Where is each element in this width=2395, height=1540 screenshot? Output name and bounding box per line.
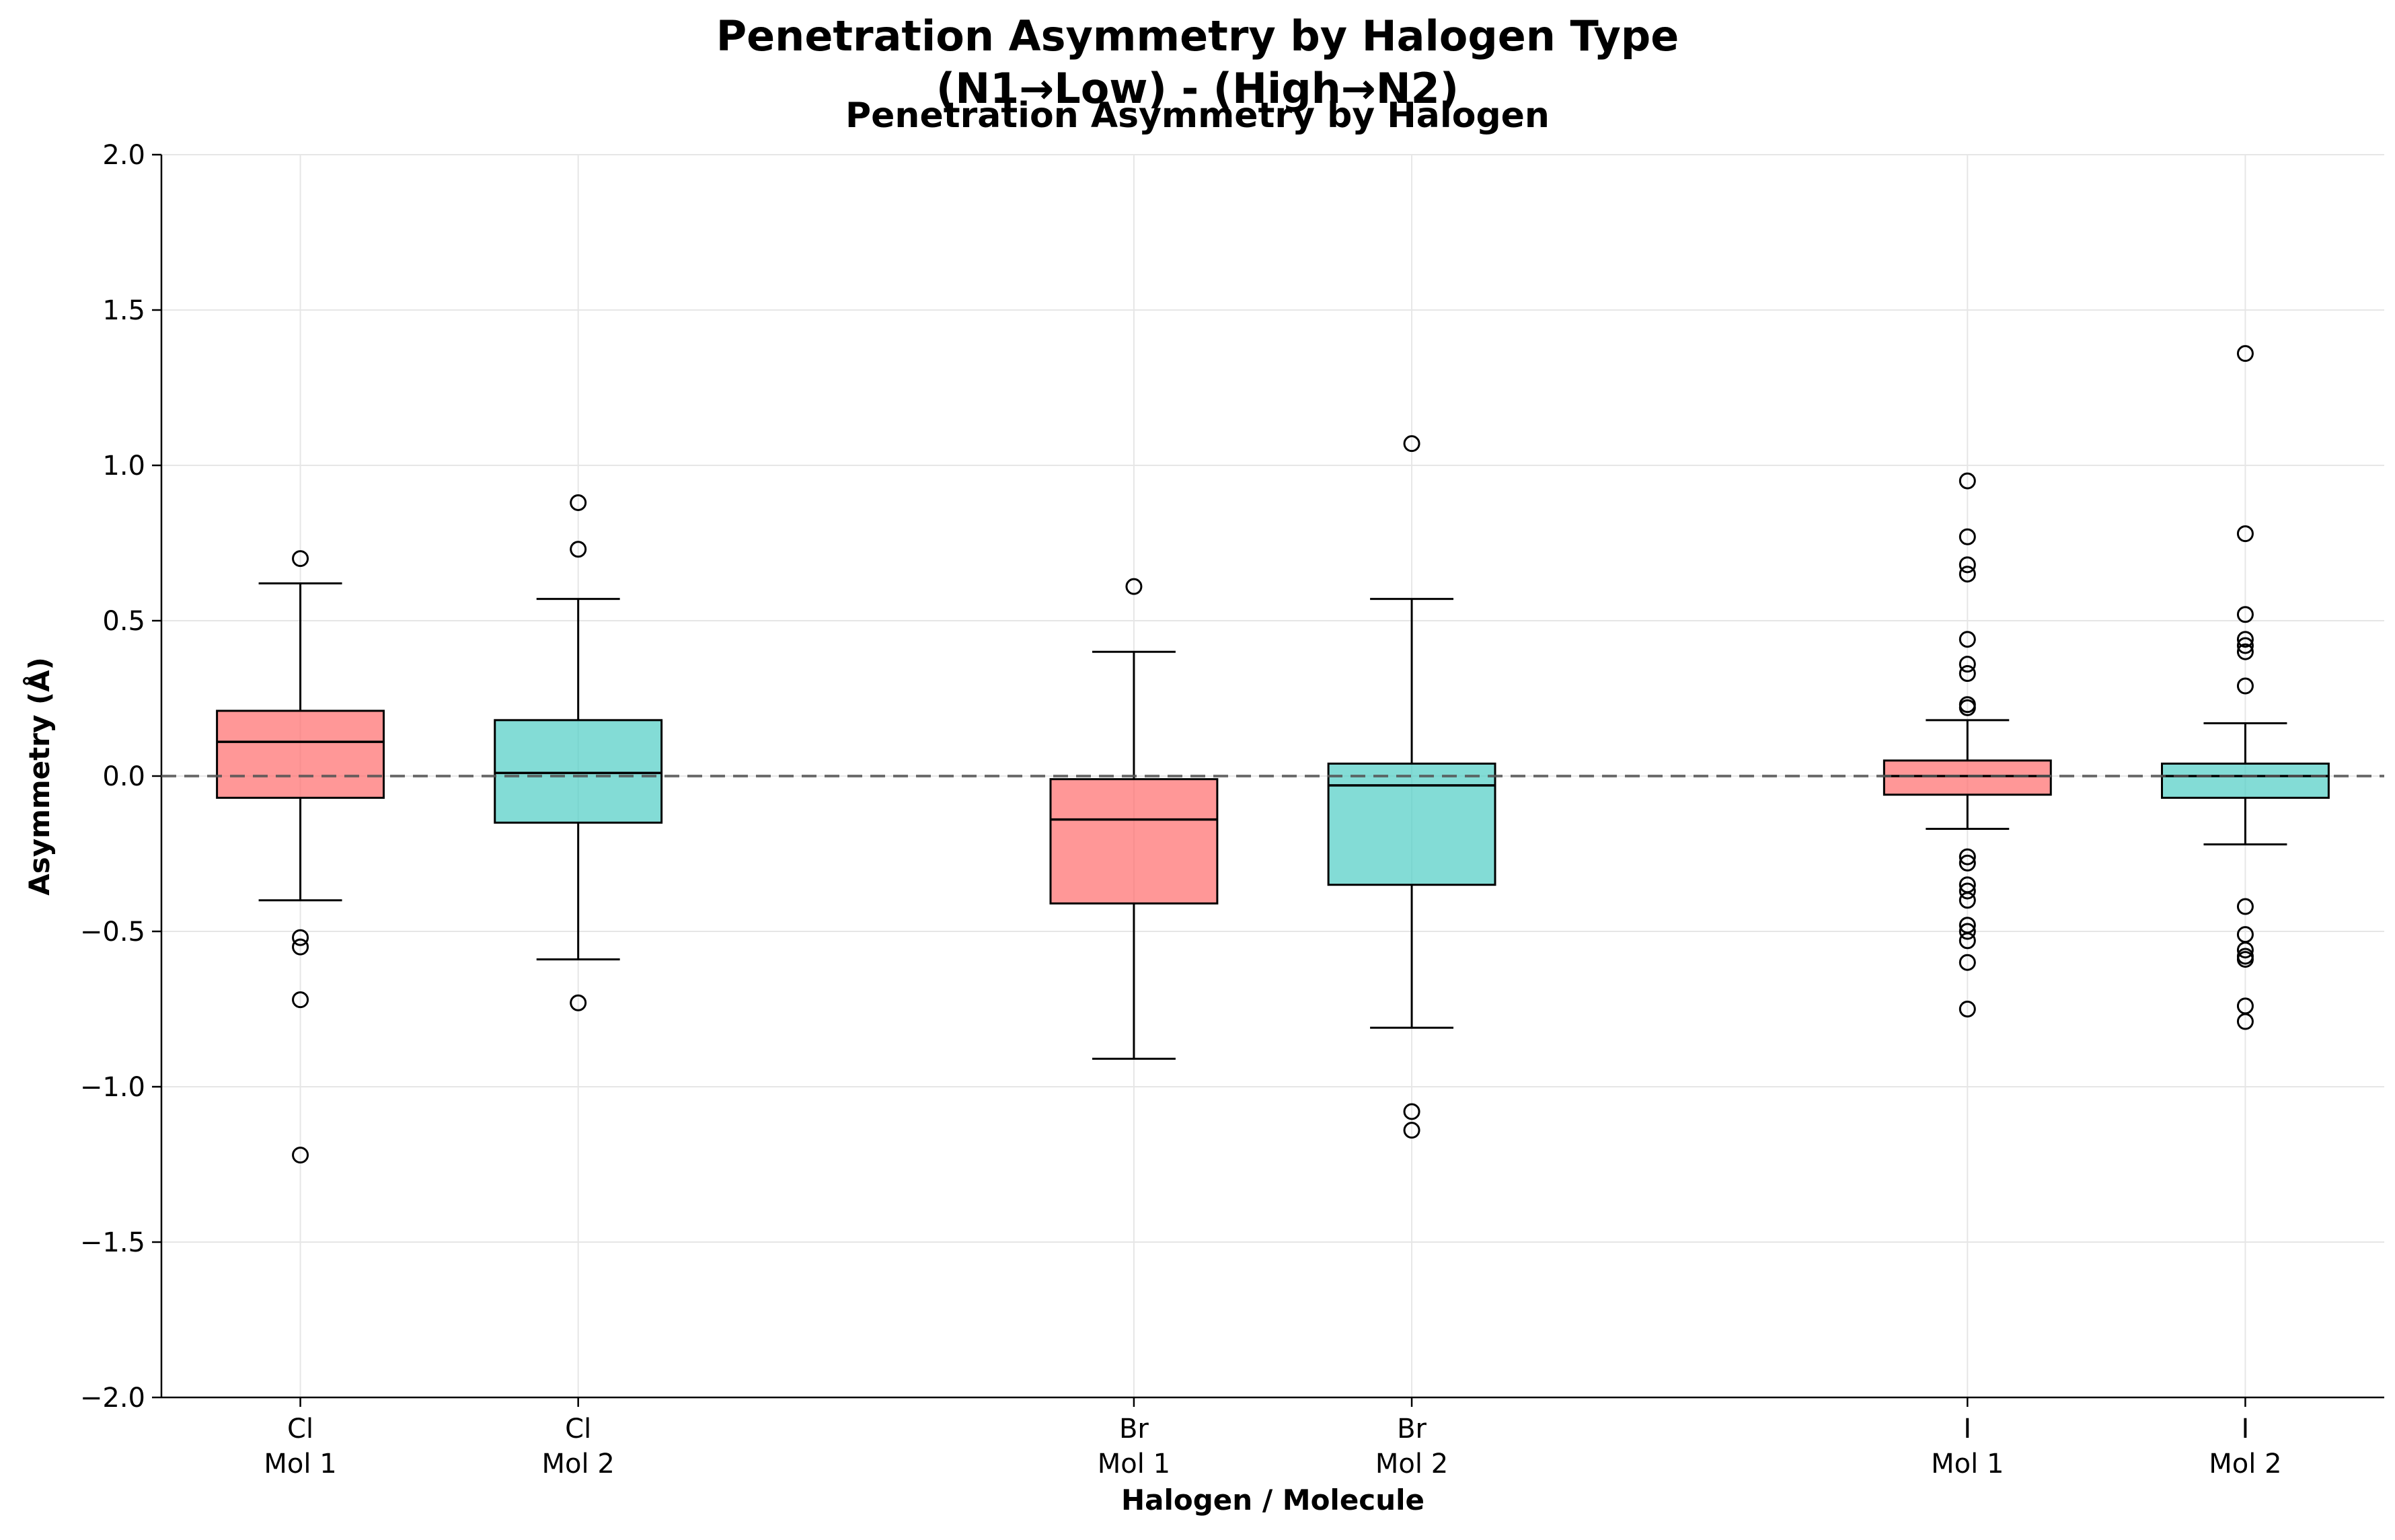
y-axis-label: Asymmetry (Å) (22, 656, 56, 896)
outlier-point (1959, 528, 1976, 545)
x-tick-label-halogen: I (2242, 1414, 2250, 1445)
y-tick-label: 2.0 (102, 140, 145, 171)
outlier-point (2236, 606, 2254, 623)
outlier-point (292, 550, 309, 568)
outlier-point (2236, 951, 2254, 968)
outlier-point (1403, 435, 1420, 453)
outlier-point (1125, 578, 1143, 595)
outlier-point (1959, 954, 1976, 971)
outlier-point (2236, 941, 2254, 959)
x-tick-label-halogen: I (1963, 1414, 1971, 1445)
outlier-point (292, 929, 309, 946)
x-tick-label-molecule: Mol 2 (2209, 1449, 2281, 1479)
y-tick-label: −2.0 (80, 1383, 145, 1414)
outlier-point (292, 991, 309, 1009)
y-tick-label: −1.5 (80, 1227, 145, 1258)
outlier-point (570, 541, 587, 558)
x-tick-label-molecule: Mol 1 (264, 1449, 336, 1479)
outlier-point (2236, 898, 2254, 915)
x-tick-label-halogen: Cl (287, 1414, 313, 1445)
box-cl-mol1 (216, 709, 385, 799)
outlier-point (2236, 643, 2254, 660)
box-cl-mol2 (494, 719, 663, 824)
outlier-point (1959, 556, 1976, 574)
y-tick-label: 0.0 (102, 761, 145, 792)
box-br-mol1 (1049, 778, 1219, 904)
y-tick-label: 1.0 (102, 451, 145, 482)
outlier-point (1959, 923, 1976, 940)
y-tick-label: 1.5 (102, 295, 145, 326)
outlier-point (1959, 854, 1976, 872)
outlier-point (1959, 665, 1976, 683)
y-tick-label: 0.5 (102, 606, 145, 637)
x-tick-label-molecule: Mol 2 (1375, 1449, 1448, 1479)
x-tick-label-molecule: Mol 1 (1931, 1449, 2004, 1479)
x-tick-label-halogen: Br (1119, 1414, 1149, 1445)
y-tick-label: −0.5 (80, 917, 145, 948)
chart-title-line2: (N1→Low) - (High→N2) (936, 64, 1459, 113)
outlier-point (2236, 525, 2254, 543)
outlier-point (2236, 637, 2254, 654)
outlier-point (1959, 1001, 1976, 1017)
outlier-point (2236, 1013, 2254, 1030)
outlier-point (2236, 677, 2254, 695)
chart-title-line1: Penetration Asymmetry by Halogen Type (716, 11, 1679, 61)
box-i-mol2 (2161, 763, 2330, 799)
outlier-point (1959, 631, 1976, 648)
y-tick-label: −1.0 (80, 1072, 145, 1103)
x-tick-label-molecule: Mol 2 (542, 1449, 615, 1479)
outlier-point (1959, 932, 1976, 950)
chart-subtitle: Penetration Asymmetry by Halogen (845, 95, 1550, 136)
x-tick-label-molecule: Mol 1 (1098, 1449, 1170, 1479)
outlier-point (2236, 345, 2254, 362)
outlier-point (570, 994, 587, 1011)
outlier-point (1959, 472, 1976, 490)
box-br-mol2 (1327, 763, 1496, 886)
x-tick-label-halogen: Cl (565, 1414, 591, 1445)
x-axis-label: Halogen / Molecule (1121, 1484, 1424, 1516)
outlier-point (1959, 699, 1976, 716)
outlier-point (570, 494, 587, 511)
outlier-point (1959, 566, 1976, 583)
x-tick-label-halogen: Br (1397, 1414, 1427, 1445)
outlier-point (1959, 892, 1976, 909)
outlier-point (1403, 1103, 1420, 1120)
outlier-point (1403, 1122, 1420, 1139)
outlier-point (292, 1147, 309, 1164)
outlier-point (292, 938, 309, 956)
outlier-point (2236, 631, 2254, 648)
box-i-mol1 (1883, 759, 2052, 796)
outlier-point (1959, 656, 1976, 673)
outlier-point (1959, 848, 1976, 865)
outlier-point (1959, 882, 1976, 900)
